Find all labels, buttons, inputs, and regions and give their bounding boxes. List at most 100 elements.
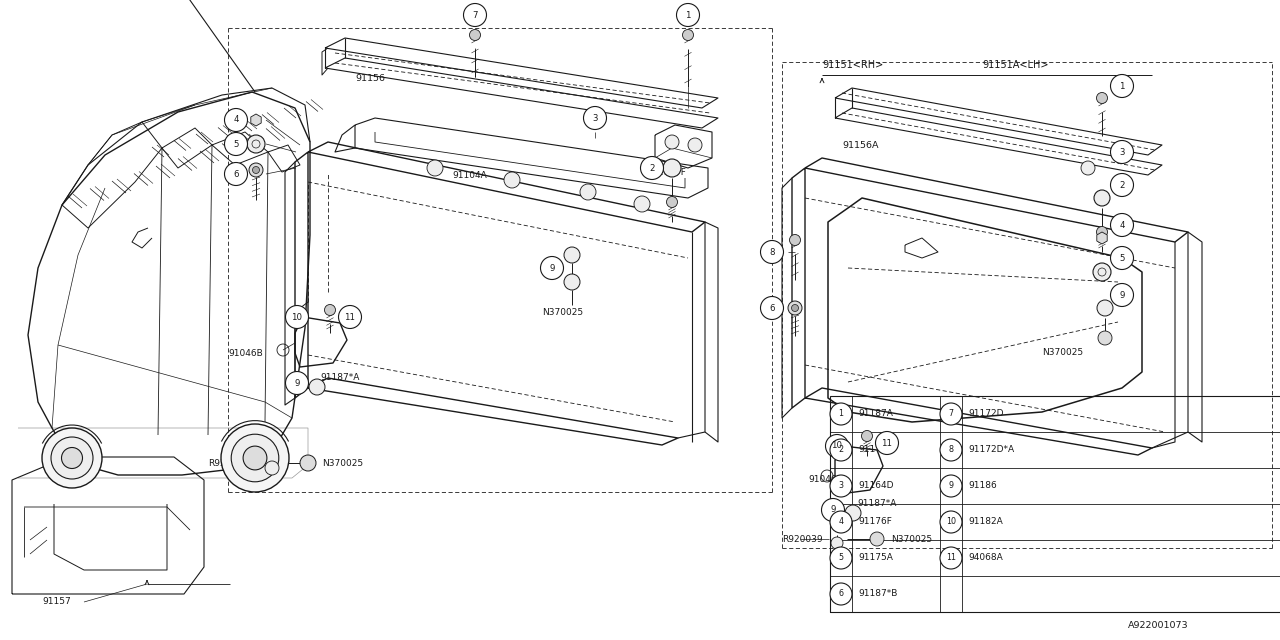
Circle shape bbox=[790, 234, 800, 246]
Text: 91187*A: 91187*A bbox=[858, 499, 896, 508]
Circle shape bbox=[1111, 141, 1134, 163]
Text: 91157: 91157 bbox=[42, 598, 70, 607]
Circle shape bbox=[663, 159, 681, 177]
Text: 91104A: 91104A bbox=[452, 170, 486, 179]
Circle shape bbox=[940, 547, 963, 569]
Text: 91156: 91156 bbox=[355, 74, 385, 83]
Circle shape bbox=[1111, 214, 1134, 237]
Circle shape bbox=[42, 428, 102, 488]
Text: 91156A: 91156A bbox=[842, 141, 878, 150]
Text: 7: 7 bbox=[472, 10, 477, 19]
Circle shape bbox=[1111, 284, 1134, 307]
Text: 1: 1 bbox=[1119, 81, 1125, 90]
Circle shape bbox=[325, 305, 335, 316]
Text: 9: 9 bbox=[1119, 291, 1125, 300]
Circle shape bbox=[826, 435, 849, 458]
Text: 91172D*A: 91172D*A bbox=[968, 445, 1014, 454]
Circle shape bbox=[540, 257, 563, 280]
Circle shape bbox=[845, 505, 861, 521]
Polygon shape bbox=[1097, 232, 1107, 244]
Circle shape bbox=[666, 135, 678, 149]
Text: 3: 3 bbox=[838, 481, 844, 490]
Circle shape bbox=[940, 475, 963, 497]
Text: 91046B: 91046B bbox=[228, 349, 262, 358]
Text: 91164D: 91164D bbox=[858, 481, 893, 490]
Text: 5: 5 bbox=[233, 140, 239, 148]
Text: 6: 6 bbox=[838, 589, 844, 598]
Circle shape bbox=[1111, 246, 1134, 269]
Text: 6: 6 bbox=[233, 170, 239, 179]
Text: 10: 10 bbox=[292, 312, 302, 321]
Circle shape bbox=[1094, 190, 1110, 206]
Text: 6: 6 bbox=[769, 303, 774, 312]
Circle shape bbox=[760, 241, 783, 264]
Text: 91046C: 91046C bbox=[808, 476, 842, 484]
Circle shape bbox=[470, 29, 480, 40]
Circle shape bbox=[829, 511, 852, 533]
Text: 11: 11 bbox=[344, 312, 356, 321]
Circle shape bbox=[829, 547, 852, 569]
Circle shape bbox=[224, 163, 247, 186]
Text: 10: 10 bbox=[832, 442, 842, 451]
Circle shape bbox=[831, 537, 844, 549]
Circle shape bbox=[1111, 173, 1134, 196]
Circle shape bbox=[1111, 74, 1134, 97]
Circle shape bbox=[504, 172, 520, 188]
Text: 4: 4 bbox=[1119, 221, 1125, 230]
Circle shape bbox=[224, 132, 247, 156]
Bar bbox=[829, 396, 1280, 612]
Text: 4: 4 bbox=[838, 518, 844, 527]
Circle shape bbox=[1097, 93, 1107, 104]
Text: 11: 11 bbox=[946, 554, 956, 563]
Text: 9: 9 bbox=[948, 481, 954, 490]
Text: 91151A<LH>: 91151A<LH> bbox=[982, 60, 1048, 70]
Circle shape bbox=[940, 511, 963, 533]
Text: 91187*B: 91187*B bbox=[858, 589, 897, 598]
Circle shape bbox=[252, 166, 260, 173]
Circle shape bbox=[689, 138, 701, 152]
Circle shape bbox=[285, 305, 308, 328]
Circle shape bbox=[224, 109, 247, 131]
Text: N370025: N370025 bbox=[323, 458, 364, 467]
Circle shape bbox=[791, 305, 799, 312]
Circle shape bbox=[428, 160, 443, 176]
Text: 2: 2 bbox=[838, 445, 844, 454]
Text: 91182A: 91182A bbox=[968, 518, 1002, 527]
Text: 1: 1 bbox=[838, 410, 844, 419]
Circle shape bbox=[584, 106, 607, 129]
Text: 3: 3 bbox=[593, 113, 598, 122]
Text: 91167F: 91167F bbox=[652, 168, 686, 177]
Text: 8: 8 bbox=[769, 248, 774, 257]
Circle shape bbox=[247, 135, 265, 153]
Circle shape bbox=[1097, 300, 1114, 316]
Circle shape bbox=[265, 461, 279, 475]
Circle shape bbox=[221, 424, 289, 492]
Text: N370025: N370025 bbox=[891, 534, 932, 543]
Circle shape bbox=[640, 157, 663, 179]
Circle shape bbox=[870, 532, 884, 546]
Text: R920039: R920039 bbox=[782, 534, 823, 543]
Circle shape bbox=[250, 163, 262, 177]
Circle shape bbox=[829, 403, 852, 425]
Circle shape bbox=[61, 447, 82, 468]
Text: 91187A: 91187A bbox=[858, 410, 893, 419]
Text: 3: 3 bbox=[1119, 147, 1125, 157]
Text: 5: 5 bbox=[1119, 253, 1125, 262]
Circle shape bbox=[300, 455, 316, 471]
Circle shape bbox=[940, 403, 963, 425]
Text: 5: 5 bbox=[838, 554, 844, 563]
Text: 91175A: 91175A bbox=[858, 554, 893, 563]
Text: 9: 9 bbox=[294, 378, 300, 387]
Circle shape bbox=[829, 583, 852, 605]
Circle shape bbox=[1093, 263, 1111, 281]
Circle shape bbox=[829, 475, 852, 497]
Circle shape bbox=[667, 196, 677, 207]
Text: 2: 2 bbox=[1119, 180, 1125, 189]
Text: 91186: 91186 bbox=[968, 481, 997, 490]
Text: 11: 11 bbox=[882, 438, 892, 447]
Circle shape bbox=[243, 446, 268, 470]
Text: 2: 2 bbox=[649, 163, 655, 173]
Circle shape bbox=[564, 247, 580, 263]
Text: 7: 7 bbox=[948, 410, 954, 419]
Circle shape bbox=[1082, 161, 1094, 175]
